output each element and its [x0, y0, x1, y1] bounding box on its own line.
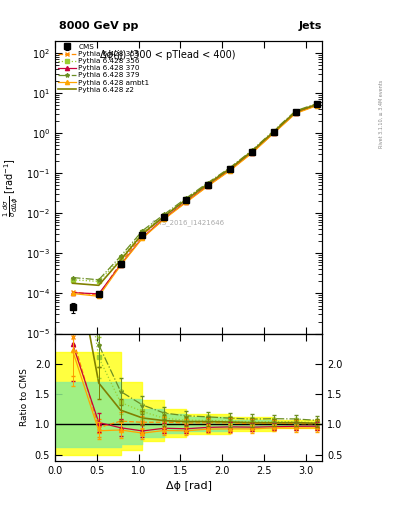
Pythia 6.428 356 [96, 279, 101, 285]
Pythia 6.428 ambt1 [315, 102, 320, 109]
Pythia 6.428 355 [118, 260, 123, 266]
Pythia 6.428 370 [184, 199, 189, 205]
Pythia 6.428 370 [228, 167, 232, 173]
Pythia 6.428 z2 [140, 230, 145, 237]
Pythia 6.428 379 [96, 276, 101, 283]
Pythia 6.428 379 [206, 180, 210, 186]
Pythia 6.428 370 [271, 130, 276, 136]
Line: Pythia 6.428 356: Pythia 6.428 356 [70, 102, 320, 284]
Pythia 6.428 379 [293, 108, 298, 114]
Pythia 6.428 355 [206, 181, 210, 187]
Pythia 6.428 z2 [184, 197, 189, 203]
Pythia 6.428 356 [228, 165, 232, 172]
Legend: CMS, Pythia 6.428 355, Pythia 6.428 356, Pythia 6.428 370, Pythia 6.428 379, Pyt: CMS, Pythia 6.428 355, Pythia 6.428 356,… [57, 43, 150, 94]
Pythia 6.428 356 [70, 276, 75, 283]
Pythia 6.428 356 [184, 196, 189, 202]
Text: Δϕ(jj) (300 < pTlead < 400): Δϕ(jj) (300 < pTlead < 400) [99, 50, 235, 60]
Pythia 6.428 355 [70, 289, 75, 295]
Pythia 6.428 ambt1 [162, 216, 167, 222]
Pythia 6.428 355 [96, 292, 101, 298]
Pythia 6.428 379 [250, 147, 254, 154]
Line: Pythia 6.428 z2: Pythia 6.428 z2 [72, 104, 318, 285]
Line: Pythia 6.428 370: Pythia 6.428 370 [70, 103, 320, 296]
Pythia 6.428 z2 [315, 101, 320, 107]
Pythia 6.428 z2 [118, 257, 123, 263]
Pythia 6.428 379 [184, 195, 189, 201]
Pythia 6.428 355 [140, 232, 145, 238]
Pythia 6.428 356 [250, 148, 254, 154]
Line: Pythia 6.428 ambt1: Pythia 6.428 ambt1 [70, 103, 320, 298]
Pythia 6.428 z2 [250, 148, 254, 155]
Pythia 6.428 z2 [206, 181, 210, 187]
Pythia 6.428 z2 [271, 129, 276, 135]
Pythia 6.428 356 [206, 180, 210, 186]
Text: CMS_2016_I1421646: CMS_2016_I1421646 [152, 219, 225, 226]
Pythia 6.428 z2 [228, 165, 232, 172]
Pythia 6.428 370 [162, 215, 167, 221]
Pythia 6.428 ambt1 [184, 199, 189, 205]
Pythia 6.428 370 [250, 150, 254, 156]
Pythia 6.428 370 [140, 234, 145, 241]
Y-axis label: $\frac{1}{\sigma}\frac{d\sigma}{d\Delta\phi}$ [rad$^{-1}$]: $\frac{1}{\sigma}\frac{d\sigma}{d\Delta\… [2, 158, 20, 217]
Pythia 6.428 379 [162, 211, 167, 217]
Pythia 6.428 356 [315, 101, 320, 107]
Pythia 6.428 356 [293, 109, 298, 115]
Pythia 6.428 379 [70, 274, 75, 281]
Pythia 6.428 z2 [162, 213, 167, 219]
Pythia 6.428 379 [228, 164, 232, 170]
Pythia 6.428 355 [228, 166, 232, 172]
Pythia 6.428 370 [70, 290, 75, 296]
Pythia 6.428 370 [315, 102, 320, 108]
Pythia 6.428 355 [271, 129, 276, 135]
Text: 8000 GeV pp: 8000 GeV pp [59, 20, 138, 31]
Pythia 6.428 ambt1 [96, 293, 101, 300]
Pythia 6.428 370 [293, 110, 298, 116]
Pythia 6.428 356 [118, 255, 123, 262]
Text: Rivet 3.1.10, ≥ 3.4M events: Rivet 3.1.10, ≥ 3.4M events [378, 80, 384, 148]
Pythia 6.428 z2 [70, 280, 75, 286]
Line: Pythia 6.428 379: Pythia 6.428 379 [70, 101, 320, 282]
Pythia 6.428 ambt1 [250, 150, 254, 156]
Pythia 6.428 370 [206, 182, 210, 188]
Pythia 6.428 356 [162, 212, 167, 219]
Pythia 6.428 370 [96, 291, 101, 297]
Pythia 6.428 379 [271, 127, 276, 134]
Pythia 6.428 z2 [293, 109, 298, 115]
Pythia 6.428 ambt1 [293, 111, 298, 117]
Pythia 6.428 355 [315, 101, 320, 108]
Pythia 6.428 ambt1 [70, 290, 75, 296]
Pythia 6.428 ambt1 [140, 235, 145, 241]
Pythia 6.428 355 [293, 109, 298, 115]
Pythia 6.428 370 [118, 262, 123, 268]
Pythia 6.428 379 [315, 100, 320, 106]
Pythia 6.428 379 [118, 253, 123, 259]
Pythia 6.428 ambt1 [228, 167, 232, 174]
Text: Jets: Jets [299, 20, 322, 31]
Pythia 6.428 ambt1 [118, 263, 123, 269]
Pythia 6.428 ambt1 [271, 130, 276, 136]
Pythia 6.428 355 [184, 197, 189, 203]
Y-axis label: Ratio to CMS: Ratio to CMS [20, 368, 29, 426]
Pythia 6.428 ambt1 [206, 183, 210, 189]
Pythia 6.428 356 [271, 129, 276, 135]
Pythia 6.428 355 [250, 148, 254, 155]
Pythia 6.428 355 [162, 214, 167, 220]
X-axis label: Δϕ [rad]: Δϕ [rad] [165, 481, 212, 491]
Line: Pythia 6.428 355: Pythia 6.428 355 [70, 102, 320, 297]
Pythia 6.428 379 [140, 227, 145, 233]
Pythia 6.428 356 [140, 229, 145, 235]
Pythia 6.428 z2 [96, 282, 101, 288]
